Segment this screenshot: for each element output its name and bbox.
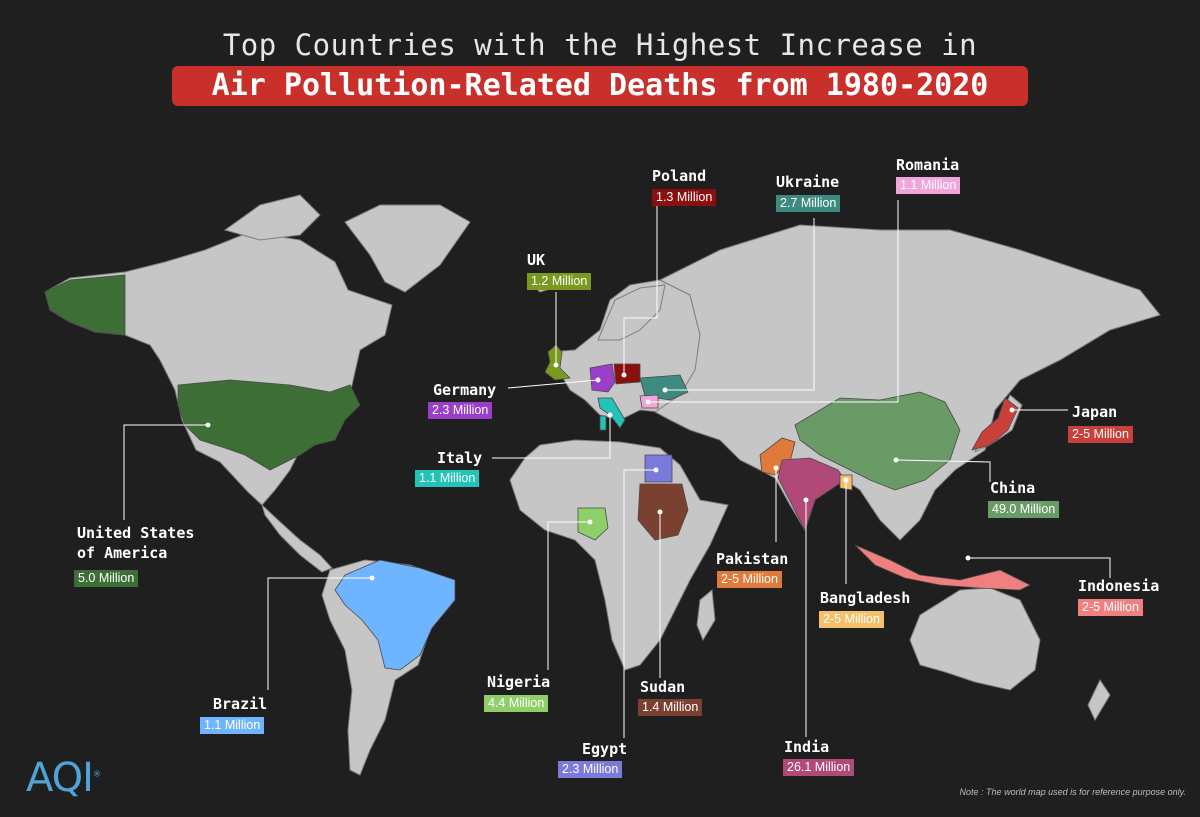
map-note: Note : The world map used is for referen… [959,787,1186,797]
title-line-1: Top Countries with the Highest Increase … [222,28,978,62]
country-indonesia [854,544,1031,591]
value-sudan: 1.4 Million [638,699,703,716]
label-brazil: Brazil [213,695,268,713]
value-germany: 2.3 Million [428,402,493,419]
label-italy: Italy [437,449,483,467]
label-nigeria: Nigeria [487,673,551,691]
value-italy: 1.1 Million [415,470,480,487]
leader-usa [123,424,208,520]
label-india: India [784,738,830,756]
country-egypt [644,454,673,483]
country-sudan [637,483,689,541]
label-egypt: Egypt [582,740,628,758]
value-bangladesh: 2-5 Million [819,611,884,628]
label-usa: United States of America [77,524,195,562]
value-egypt: 2.3 Million [558,761,623,778]
label-pakistan: Pakistan [716,550,789,568]
label-sudan: Sudan [640,678,686,696]
aqi-logo: AQI® [26,755,101,801]
logo-text: AQI [26,755,94,801]
country-usa-alaska [44,274,126,336]
country-poland [613,363,641,385]
title-line-2: Air Pollution-Related Deaths from 1980-2… [172,66,1028,106]
value-indonesia: 2-5 Million [1078,599,1143,616]
leader-poland [623,206,658,375]
land-arctic-islands [223,194,321,241]
label-romania: Romania [896,156,960,174]
value-uk: 1.2 Million [527,273,592,290]
value-nigeria: 4.4 Million [484,695,549,712]
value-usa: 5.0 Million [74,570,139,587]
leader-ukraine [665,218,815,391]
label-ukraine: Ukraine [776,173,840,191]
country-nigeria [577,507,609,541]
land-australia [909,587,1041,691]
value-brazil: 1.1 Million [200,717,265,734]
country-japan [971,397,1019,451]
leader-nigeria [547,521,590,670]
label-uk: UK [527,251,546,269]
value-pakistan: 2-5 Million [717,571,782,588]
land-madagascar [696,589,716,642]
value-china: 49.0 Million [988,501,1060,518]
land-north-america [44,231,393,506]
leader-germany [507,379,599,389]
country-india [777,457,846,532]
label-poland: Poland [652,167,707,185]
leader-egypt [623,469,656,738]
land-central-america [260,503,333,573]
value-ukraine: 2.7 Million [776,195,841,212]
value-poland: 1.3 Million [652,189,717,206]
label-indonesia: Indonesia [1078,577,1160,595]
label-china: China [990,479,1036,497]
value-romania: 1.1 Million [896,177,961,194]
value-japan: 2-5 Million [1068,426,1133,443]
country-uk [544,344,571,381]
value-india: 26.1 Million [783,759,855,776]
land-asia [654,224,1161,541]
leader-italy [492,415,611,459]
land-new-zealand [1087,678,1111,722]
country-italy-sardinia [599,415,607,431]
label-japan: Japan [1072,403,1118,421]
leader-china [895,459,991,482]
label-bangladesh: Bangladesh [820,589,911,607]
country-ukraine [639,374,689,401]
country-germany [589,363,616,393]
country-brazil [334,559,456,671]
leader-romania [648,200,899,403]
leader-brazil [267,577,372,690]
leader-indonesia [968,557,1111,578]
land-scandinavia [597,284,666,341]
label-germany: Germany [433,381,497,399]
land-greenland [344,204,471,293]
country-china [794,391,961,491]
land-africa [509,439,729,671]
country-usa [177,379,361,471]
